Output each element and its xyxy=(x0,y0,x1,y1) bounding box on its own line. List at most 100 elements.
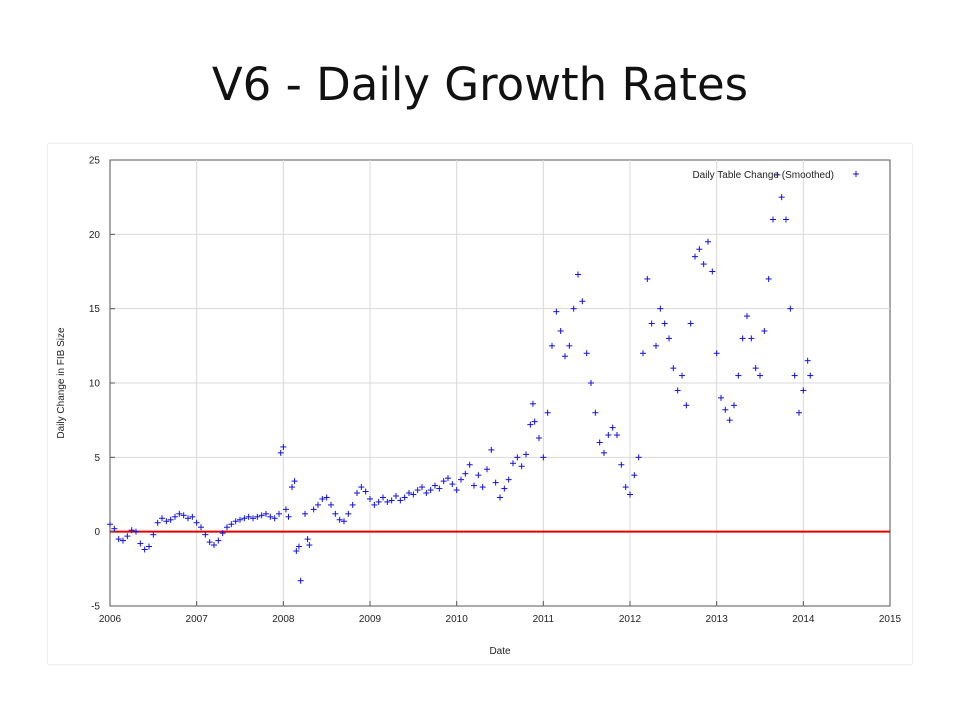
data-point xyxy=(304,536,311,543)
data-point xyxy=(449,481,456,488)
data-point xyxy=(258,512,265,519)
data-point xyxy=(510,460,516,467)
x-tick-label: 2006 xyxy=(99,614,122,625)
data-point xyxy=(705,238,711,245)
data-point xyxy=(306,542,313,549)
data-point xyxy=(432,482,438,489)
data-point xyxy=(505,476,512,483)
data-point xyxy=(289,484,295,491)
data-point xyxy=(666,335,672,342)
data-point xyxy=(445,475,451,482)
data-point xyxy=(159,515,165,522)
data-point xyxy=(692,253,698,260)
x-tick-label: 2011 xyxy=(533,614,555,625)
data-point xyxy=(393,492,399,499)
data-point xyxy=(137,540,144,547)
data-point xyxy=(631,472,638,479)
data-point xyxy=(523,451,529,458)
data-point xyxy=(488,446,495,453)
y-axis-ticks: -5 0 5 10 15 20 25 xyxy=(89,156,115,613)
data-point xyxy=(172,513,178,520)
data-point xyxy=(466,461,473,468)
data-point xyxy=(544,409,551,416)
data-point xyxy=(796,409,802,416)
data-point xyxy=(371,501,378,508)
data-point xyxy=(310,506,317,513)
data-point xyxy=(770,216,776,223)
data-point xyxy=(358,484,365,491)
data-point xyxy=(120,537,126,544)
data-point xyxy=(189,513,196,520)
data-point xyxy=(627,491,633,498)
data-point xyxy=(323,494,330,501)
data-point xyxy=(328,501,334,508)
data-point xyxy=(562,353,568,360)
data-point xyxy=(176,510,183,517)
data-point xyxy=(453,487,460,494)
data-point xyxy=(291,478,298,485)
data-point xyxy=(293,547,300,554)
data-point xyxy=(341,518,347,525)
data-point xyxy=(748,335,755,342)
data-point xyxy=(592,409,599,416)
data-point xyxy=(471,482,477,489)
data-point xyxy=(367,495,373,502)
data-point xyxy=(295,543,302,550)
data-point xyxy=(282,506,289,513)
data-point xyxy=(553,308,560,315)
data-point xyxy=(354,490,360,497)
data-point xyxy=(277,449,284,456)
data-point xyxy=(362,488,369,495)
data-point xyxy=(332,510,339,517)
data-point xyxy=(193,519,200,526)
data-point xyxy=(107,521,113,528)
data-point xyxy=(527,421,534,428)
data-point xyxy=(185,515,191,522)
x-tick-label: 2009 xyxy=(359,614,382,625)
data-point xyxy=(198,524,204,531)
x-tick-label: 2014 xyxy=(792,614,815,625)
y-tick-label: 0 xyxy=(94,527,100,538)
data-point xyxy=(596,439,603,446)
data-point xyxy=(718,394,724,401)
data-point xyxy=(345,510,352,517)
data-point xyxy=(687,320,694,327)
data-point xyxy=(529,400,536,407)
data-point xyxy=(501,485,508,492)
data-point xyxy=(414,487,421,494)
data-point xyxy=(752,365,759,372)
data-point xyxy=(726,417,733,424)
data-point xyxy=(635,454,642,461)
data-point xyxy=(557,327,564,334)
x-tick-label: 2007 xyxy=(186,614,209,625)
data-point xyxy=(744,313,750,320)
data-point xyxy=(319,495,326,502)
data-point xyxy=(245,513,252,520)
data-point xyxy=(622,484,629,491)
data-point xyxy=(579,298,586,305)
y-axis-title: Daily Change in FIB Size xyxy=(56,327,67,439)
data-point xyxy=(154,519,161,526)
data-point xyxy=(115,536,122,543)
data-point xyxy=(583,350,590,357)
y-tick-label: -5 xyxy=(91,602,100,613)
data-point xyxy=(670,365,677,372)
data-point xyxy=(731,402,737,409)
x-axis-title: Date xyxy=(489,646,511,657)
data-point xyxy=(674,387,681,394)
data-point xyxy=(800,387,807,394)
data-point xyxy=(219,530,226,537)
data-point xyxy=(440,478,447,485)
data-point xyxy=(700,261,707,268)
data-point xyxy=(410,491,417,498)
data-point xyxy=(141,546,148,553)
data-point xyxy=(618,461,625,468)
data-point xyxy=(735,372,742,379)
x-tick-label: 2012 xyxy=(619,614,642,625)
data-point xyxy=(280,443,287,450)
y-tick-label: 25 xyxy=(89,156,101,167)
legend-plus-icon xyxy=(853,171,859,177)
data-point xyxy=(570,305,577,312)
data-point xyxy=(679,372,685,379)
data-point xyxy=(588,380,594,386)
